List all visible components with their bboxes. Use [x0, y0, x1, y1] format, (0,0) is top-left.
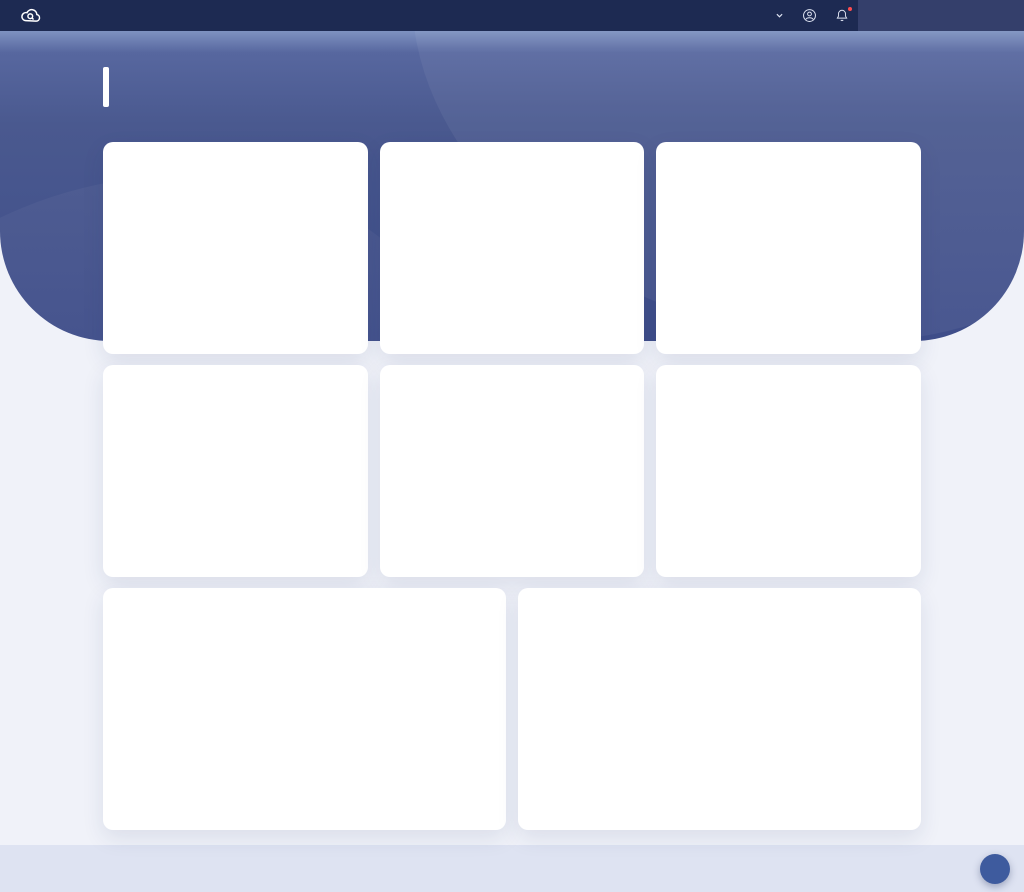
bell-icon	[836, 9, 848, 22]
card-alert-chart	[518, 588, 921, 830]
card-quota-by-environment	[103, 142, 368, 354]
cloud-logo-icon	[21, 8, 41, 22]
help-button[interactable]	[980, 854, 1010, 884]
card-available-memory	[103, 588, 506, 830]
app-logo[interactable]	[0, 0, 66, 31]
card-network-out-total	[656, 365, 922, 577]
top-navbar	[0, 0, 1024, 31]
language-selector[interactable]	[761, 0, 793, 31]
chevron-down-icon	[776, 13, 783, 18]
notification-badge	[848, 7, 852, 11]
card-resource-state	[379, 142, 645, 354]
account-button[interactable]	[793, 0, 826, 31]
notifications-button[interactable]	[826, 0, 858, 31]
card-alert-summary	[379, 365, 645, 577]
tenant-selector[interactable]	[858, 0, 1024, 31]
card-billing-by-service	[656, 142, 922, 354]
hero-accent-bar	[103, 67, 109, 107]
dashboard-content	[103, 142, 922, 841]
user-icon	[803, 9, 816, 22]
footer	[0, 845, 1024, 892]
topbar-right	[761, 0, 1024, 31]
card-billing-by-environment	[103, 365, 368, 577]
